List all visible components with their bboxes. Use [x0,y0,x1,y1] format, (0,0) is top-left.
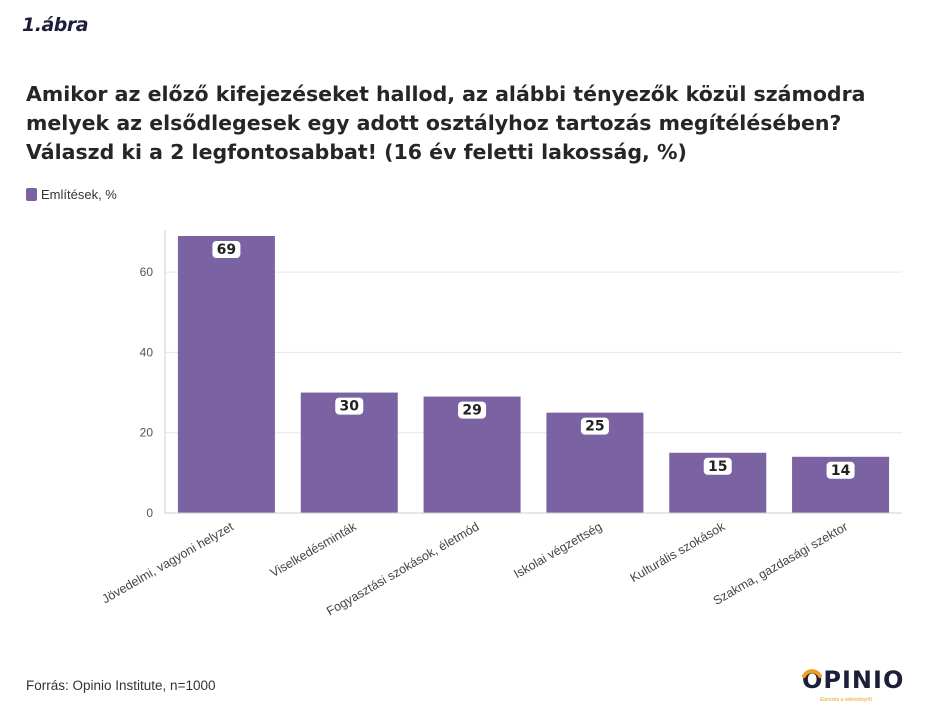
y-tick-label: 60 [140,265,154,279]
legend: Említések, % [26,187,117,202]
x-tick-label: Jövedelmi, vagyoni helyzet [100,519,237,606]
x-tick-label: Kulturális szokások [628,519,728,585]
data-label-background [580,417,609,435]
legend-swatch [26,188,37,201]
data-label: 25 [585,419,604,435]
data-label-background [212,241,241,259]
figure-label: 1.ábra [22,14,89,36]
data-label: 14 [831,463,851,479]
data-label: 29 [462,403,481,419]
data-label: 69 [217,242,236,258]
logo-tagline: Elemzés a véleményről [820,697,872,703]
chart-title: Amikor az előző kifejezéseket hallod, az… [26,82,866,164]
y-tick-label: 20 [140,426,154,440]
data-label-background [335,397,364,415]
y-tick-label: 40 [140,345,154,359]
x-tick-label: Viselkedésminták [268,519,360,580]
legend-label: Említések, % [41,187,117,202]
opinio-logo-mark: OPINIO [802,666,904,694]
opinio-logo: OPINIO Elemzés a véleményről [800,664,904,704]
data-label: 30 [340,399,360,415]
bar [177,236,275,513]
source-note: Forrás: Opinio Institute, n=1000 [26,678,216,693]
data-label-background [458,401,487,419]
data-label-background [703,457,732,475]
svg-text:OPINIO: OPINIO [802,666,904,694]
data-label-background [826,461,855,479]
x-tick-label: Szakma, gazdasági szektor [711,519,850,608]
y-tick-label: 0 [146,506,153,520]
data-label: 15 [708,459,727,475]
x-tick-label: Iskolai végzettség [511,519,604,581]
